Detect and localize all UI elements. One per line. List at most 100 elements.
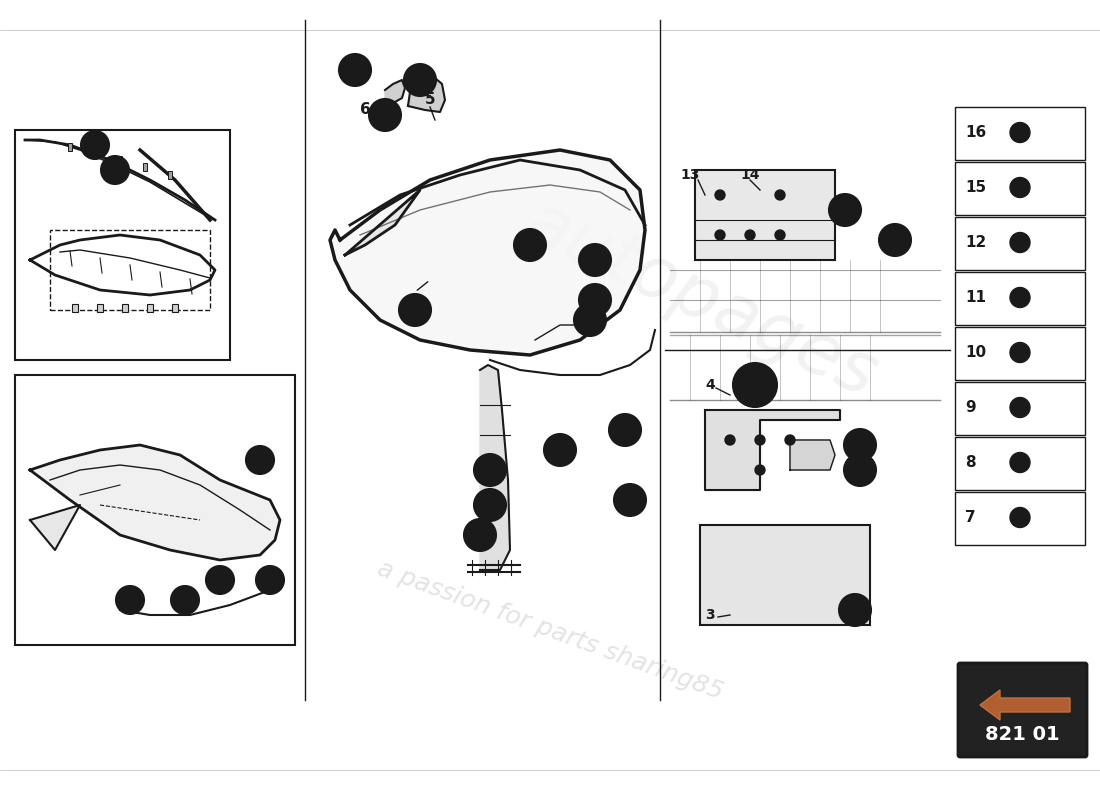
Text: 15: 15 xyxy=(965,180,986,195)
Bar xyxy=(122,304,128,312)
Polygon shape xyxy=(790,440,835,470)
Text: 11: 11 xyxy=(106,163,124,177)
Circle shape xyxy=(256,566,284,594)
Polygon shape xyxy=(980,690,1070,720)
Bar xyxy=(15,130,230,360)
Circle shape xyxy=(404,64,436,96)
Text: 11: 11 xyxy=(175,593,195,607)
Circle shape xyxy=(715,230,725,240)
Polygon shape xyxy=(30,505,80,550)
Circle shape xyxy=(715,190,725,200)
Bar xyxy=(68,143,72,151)
Polygon shape xyxy=(330,150,645,355)
Bar xyxy=(168,171,172,179)
Text: 4: 4 xyxy=(705,378,715,392)
Text: 11: 11 xyxy=(965,290,986,305)
Circle shape xyxy=(755,465,764,475)
Text: 10: 10 xyxy=(86,138,104,152)
Circle shape xyxy=(544,434,576,466)
Text: 8: 8 xyxy=(850,603,860,617)
Circle shape xyxy=(844,429,876,461)
Bar xyxy=(94,149,97,157)
Bar xyxy=(147,304,153,312)
Circle shape xyxy=(785,435,795,445)
Text: 8: 8 xyxy=(855,463,865,477)
Circle shape xyxy=(829,194,861,226)
Circle shape xyxy=(514,229,546,261)
Bar xyxy=(955,492,1085,545)
Circle shape xyxy=(1010,122,1030,142)
Text: 9: 9 xyxy=(965,400,976,415)
Circle shape xyxy=(1010,342,1030,362)
Text: 15: 15 xyxy=(471,528,490,542)
Text: 16: 16 xyxy=(965,125,987,140)
Circle shape xyxy=(474,489,506,521)
Circle shape xyxy=(368,99,402,131)
Text: 5: 5 xyxy=(425,93,436,107)
Text: 9: 9 xyxy=(265,573,275,587)
Circle shape xyxy=(1015,127,1025,138)
Text: 7: 7 xyxy=(591,293,600,307)
Bar xyxy=(955,437,1085,490)
Bar xyxy=(955,327,1085,380)
Circle shape xyxy=(474,454,506,486)
Circle shape xyxy=(755,435,764,445)
Circle shape xyxy=(574,304,606,336)
Text: 1: 1 xyxy=(410,303,420,317)
Circle shape xyxy=(81,131,109,159)
Bar xyxy=(118,156,122,164)
Circle shape xyxy=(1010,398,1030,418)
Polygon shape xyxy=(385,80,405,106)
Circle shape xyxy=(1015,238,1025,247)
Circle shape xyxy=(339,54,371,86)
Circle shape xyxy=(206,566,234,594)
Text: 10: 10 xyxy=(86,138,104,152)
Text: 8: 8 xyxy=(855,438,865,452)
Bar xyxy=(15,375,295,645)
Circle shape xyxy=(733,363,777,407)
Circle shape xyxy=(839,594,871,626)
Text: 9: 9 xyxy=(525,238,535,252)
Bar xyxy=(690,375,940,635)
Text: 12: 12 xyxy=(345,63,365,77)
Text: 8: 8 xyxy=(840,203,850,217)
Text: 12: 12 xyxy=(886,233,904,247)
Circle shape xyxy=(745,375,764,395)
Circle shape xyxy=(1015,402,1025,413)
Circle shape xyxy=(1015,458,1025,467)
Circle shape xyxy=(614,484,646,516)
Text: 11: 11 xyxy=(120,593,140,607)
Circle shape xyxy=(101,156,129,184)
Bar xyxy=(955,107,1085,160)
Circle shape xyxy=(246,446,274,474)
Text: 2: 2 xyxy=(585,313,595,327)
Text: 10: 10 xyxy=(375,108,395,122)
Circle shape xyxy=(1015,347,1025,358)
Circle shape xyxy=(1010,178,1030,198)
Bar xyxy=(955,382,1085,435)
Circle shape xyxy=(609,414,641,446)
Circle shape xyxy=(879,224,911,256)
Circle shape xyxy=(725,435,735,445)
Text: 13: 13 xyxy=(680,168,700,182)
Circle shape xyxy=(844,454,876,486)
Circle shape xyxy=(776,190,785,200)
Text: 7: 7 xyxy=(591,253,600,267)
Bar xyxy=(72,304,78,312)
Text: 6: 6 xyxy=(360,102,371,118)
Bar xyxy=(172,304,178,312)
Circle shape xyxy=(1010,507,1030,527)
FancyBboxPatch shape xyxy=(958,663,1087,757)
Polygon shape xyxy=(345,190,420,255)
Polygon shape xyxy=(408,78,446,112)
Text: 9: 9 xyxy=(216,573,224,587)
Bar xyxy=(695,170,835,260)
Text: autopages: autopages xyxy=(513,188,887,412)
Text: 3: 3 xyxy=(705,608,715,622)
Bar xyxy=(143,163,147,171)
Circle shape xyxy=(1015,513,1025,522)
Circle shape xyxy=(579,284,610,316)
Circle shape xyxy=(579,244,610,276)
Text: 11: 11 xyxy=(106,163,124,177)
Bar xyxy=(955,272,1085,325)
